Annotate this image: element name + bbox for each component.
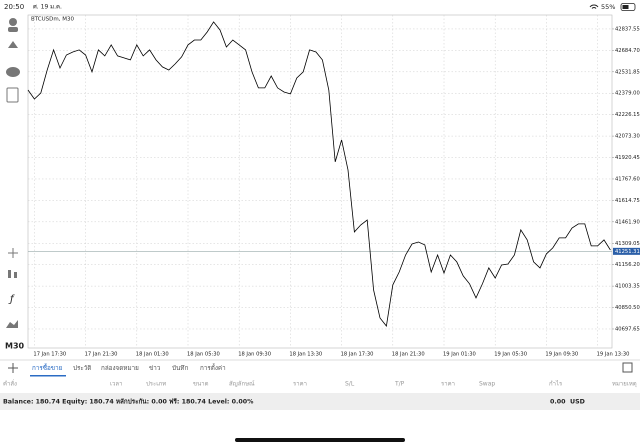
chat-icon[interactable] (6, 67, 20, 77)
battery-level (622, 5, 629, 9)
x-tick-label: 17 Jan 17:30 (33, 352, 66, 358)
y-tick-label: 41309.05 (615, 241, 640, 247)
column-header: ขนาด (193, 381, 209, 388)
tabs: การซื้อขาย ประวัติ กล่องจดหมาย ข่าว บันทึก กา… (30, 363, 226, 377)
chart-title: BTCUSDm, M30 (31, 17, 75, 23)
y-tick-label: 42226.15 (615, 112, 640, 118)
account-summary: Balance: 180.74 Equity: 180.74 หลักประกั… (3, 398, 254, 406)
wifi-icon (589, 4, 599, 9)
x-tick-label: 17 Jan 21:30 (85, 352, 118, 358)
x-tick-label: 18 Jan 05:30 (187, 352, 220, 358)
x-tick-label: 19 Jan 01:30 (443, 352, 476, 358)
y-tick-label: 41156.20 (615, 262, 640, 268)
candles-icon[interactable] (8, 270, 11, 278)
y-tick-label: 41920.45 (615, 155, 640, 161)
x-tick-label: 18 Jan 21:30 (392, 352, 425, 358)
x-tick-label: 19 Jan 05:30 (494, 352, 527, 358)
y-tick-label: 41614.75 (615, 198, 640, 204)
x-tick-label: 18 Jan 01:30 (136, 352, 169, 358)
currency: USD (570, 399, 585, 406)
column-header: S/L (345, 381, 355, 388)
x-tick-label: 19 Jan 13:30 (597, 352, 630, 358)
candles-icon-bar (14, 272, 17, 278)
y-tick-label: 42531.85 (615, 69, 640, 75)
y-tick-label: 40697.65 (615, 326, 640, 332)
column-header: ราคา (441, 381, 455, 388)
y-tick-label: 41461.90 (615, 219, 640, 225)
y-tick-label: 41003.35 (615, 284, 640, 290)
column-header: เวลา (110, 381, 122, 388)
columns: คำสั่ง เวลา ประเภท ขนาด สัญลักษณ์ ราคา S/L T/P ร… (3, 380, 637, 388)
column-header: T/P (394, 381, 405, 388)
profit: 0.00 (550, 399, 566, 406)
indicator-icon[interactable]: ƒ (8, 294, 15, 305)
current-price-box (613, 247, 640, 255)
tab[interactable]: การตั้งค่า (200, 363, 226, 372)
new-order-icon[interactable] (6, 87, 19, 103)
x-tick-label: 18 Jan 13:30 (289, 352, 322, 358)
current-price-label: 41251.31 (615, 249, 640, 255)
tab[interactable]: กล่องจดหมาย (101, 365, 139, 372)
battery-text: 55% (601, 3, 615, 11)
column-header: ประเภท (146, 381, 166, 388)
chart-frame (27, 14, 613, 349)
crosshair-icon[interactable] (8, 248, 18, 258)
panel-button[interactable] (622, 362, 633, 373)
y-tick-label: 42837.55 (615, 26, 640, 32)
chart: 42837.55 42684.70 42531.85 42379.00 42226.15… (27, 15, 640, 358)
column-header: กำไร (549, 380, 563, 388)
column-header: หมายเหตุ (612, 381, 637, 388)
y-tick-label: 41767.60 (615, 176, 640, 182)
y-tick-label: 42073.30 (615, 134, 640, 140)
toolbar: ƒ (6, 18, 20, 328)
y-tick-label: 42684.70 (615, 48, 640, 54)
battery-icon (620, 3, 636, 11)
x-tick-label: 19 Jan 09:30 (545, 352, 578, 358)
trade-icon[interactable] (8, 41, 18, 48)
timeframe-button[interactable]: M30 (5, 342, 25, 351)
account-icon[interactable] (9, 18, 17, 26)
column-header: คำสั่ง (3, 380, 17, 388)
y-tick-label: 40850.50 (615, 305, 640, 311)
active-tab-underline (30, 375, 66, 377)
status-time: 20:50 (4, 3, 24, 11)
tab[interactable]: การซื้อขาย (32, 363, 63, 372)
status-date: ศ. 19 ม.ค. (33, 4, 62, 11)
account-icon-body (8, 27, 18, 32)
tab[interactable]: ข่าว (149, 365, 161, 372)
column-header: ราคา (293, 381, 307, 388)
price-line (27, 21, 611, 327)
objects-icon[interactable] (6, 320, 18, 328)
home-indicator (235, 438, 405, 442)
tab[interactable]: ประวัติ (73, 364, 91, 372)
column-header: สัญลักษณ์ (229, 380, 255, 388)
column-header: Swap (479, 381, 495, 388)
balance-row (0, 393, 640, 410)
add-button[interactable] (8, 363, 18, 373)
y-tick-label: 42379.00 (615, 91, 640, 97)
x-tick-label: 18 Jan 09:30 (238, 352, 271, 358)
x-tick-label: 18 Jan 17:30 (341, 352, 374, 358)
tab[interactable]: บันทึก (172, 364, 188, 372)
